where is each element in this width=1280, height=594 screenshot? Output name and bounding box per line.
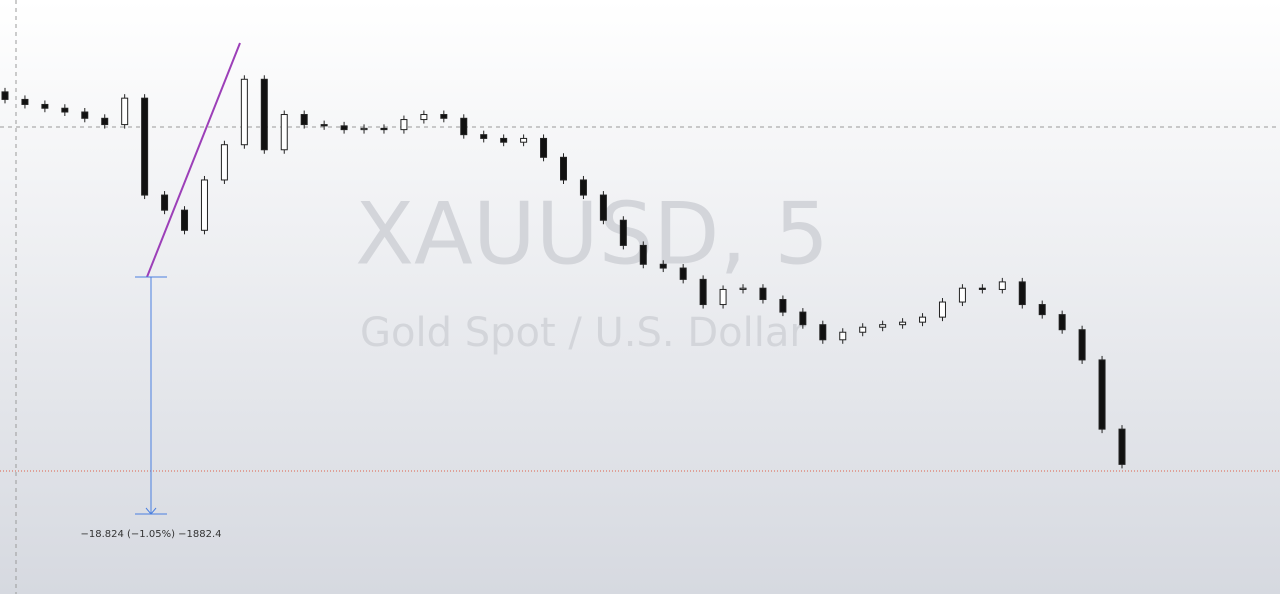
- candle: [879, 324, 887, 328]
- candle: [161, 194, 169, 211]
- candle: [899, 321, 907, 326]
- candle: [420, 114, 428, 121]
- candle: [1038, 304, 1046, 316]
- candle: [1098, 359, 1106, 430]
- candle: [799, 311, 807, 326]
- candle: [619, 219, 627, 246]
- candle: [320, 124, 328, 127]
- candle: [81, 111, 89, 119]
- candle: [739, 287, 747, 290]
- candle: [839, 331, 847, 341]
- candle: [260, 78, 268, 151]
- watermark-subtitle: Gold Spot / U.S. Dollar: [360, 310, 806, 356]
- candle: [560, 156, 567, 181]
- trend-line[interactable]: [146, 42, 241, 278]
- candle: [480, 134, 488, 139]
- candle: [460, 117, 468, 136]
- candle: [779, 299, 787, 313]
- arrow-head: [145, 507, 157, 515]
- candle: [61, 107, 69, 113]
- candle: [859, 326, 867, 333]
- candle: [520, 137, 528, 143]
- candle: [759, 287, 767, 301]
- candle: [540, 137, 548, 158]
- candle: [340, 125, 348, 131]
- candle: [938, 301, 946, 318]
- candle: [719, 288, 727, 306]
- candle: [440, 114, 448, 119]
- candle: [978, 287, 986, 290]
- candle: [21, 98, 29, 105]
- candle: [300, 114, 308, 126]
- candle: [1058, 314, 1066, 331]
- candle: [41, 103, 49, 109]
- candle: [380, 127, 388, 131]
- candle: [998, 281, 1006, 290]
- candle: [500, 137, 508, 143]
- candle: [639, 244, 647, 265]
- candle: [599, 194, 607, 221]
- candle: [659, 263, 667, 269]
- candle: [1018, 281, 1026, 306]
- candles: [1, 75, 1126, 469]
- candle: [1, 91, 9, 100]
- candle: [1078, 329, 1086, 361]
- candle: [101, 117, 109, 126]
- watermark-title: XAUUSD, 5: [355, 184, 829, 284]
- candle: [400, 119, 408, 131]
- candle: [200, 179, 208, 231]
- candle: [579, 179, 587, 196]
- candle: [1118, 428, 1126, 465]
- candle: [121, 97, 129, 126]
- candle: [280, 114, 288, 151]
- candle: [679, 267, 687, 280]
- candle: [181, 209, 189, 231]
- candle: [958, 287, 966, 303]
- candle: [220, 144, 228, 181]
- candle: [819, 324, 827, 341]
- measure-tool[interactable]: [135, 276, 167, 515]
- measure-label: −18.824 (−1.05%) −1882.4: [80, 529, 221, 540]
- candle: [699, 278, 707, 306]
- candle: [141, 97, 149, 196]
- candle: [240, 78, 248, 146]
- candle: [919, 316, 927, 323]
- candle: [360, 127, 368, 131]
